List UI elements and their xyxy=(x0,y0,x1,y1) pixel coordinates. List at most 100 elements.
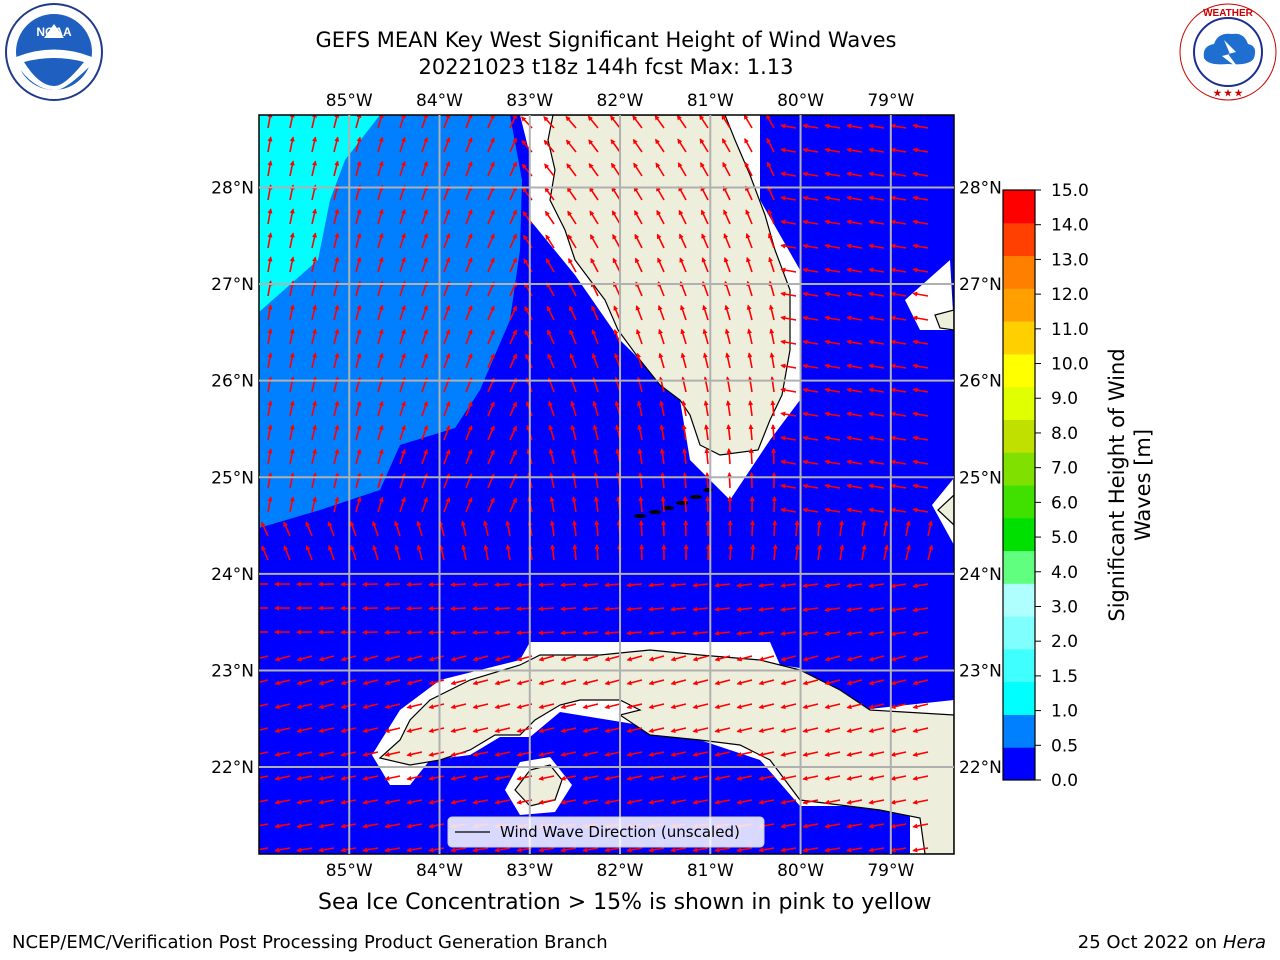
wave-direction-arrow xyxy=(670,679,687,686)
wave-direction-arrow xyxy=(721,138,731,153)
wave-direction-arrow xyxy=(349,520,357,537)
wave-direction-arrow xyxy=(703,400,709,417)
wave-direction-arrow xyxy=(824,219,841,225)
colorbar-tick-label: 5.0 xyxy=(1051,528,1078,548)
wave-direction-arrow xyxy=(912,751,929,757)
wave-direction-arrow xyxy=(588,139,599,153)
wave-direction-arrow xyxy=(571,496,577,513)
wave-direction-arrow xyxy=(567,234,577,249)
wave-direction-arrow xyxy=(780,459,797,465)
wave-direction-arrow xyxy=(637,424,643,441)
wave-direction-arrow xyxy=(660,472,666,489)
wave-direction-arrow xyxy=(802,195,819,201)
wave-direction-arrow xyxy=(289,352,295,369)
wave-direction-arrow xyxy=(725,400,731,417)
wave-direction-arrow xyxy=(824,607,841,613)
wave-direction-arrow xyxy=(912,339,929,345)
colorbar-swatch xyxy=(1003,222,1035,257)
colorbar-tick-label: 0.5 xyxy=(1051,736,1078,756)
wave-direction-arrow xyxy=(406,679,423,686)
wave-direction-arrow xyxy=(311,208,317,225)
colorbar-tick-label: 4.0 xyxy=(1051,563,1078,583)
wave-direction-arrow xyxy=(318,703,335,710)
wave-direction-arrow xyxy=(648,655,665,662)
wave-direction-arrow xyxy=(384,823,401,829)
wave-direction-arrow xyxy=(406,581,423,587)
colorbar-tick-label: 6.0 xyxy=(1051,493,1078,513)
wave-direction-arrow xyxy=(780,387,797,393)
wave-direction-arrow xyxy=(824,411,841,417)
wave-direction-arrow xyxy=(318,799,335,805)
wave-direction-arrow xyxy=(868,123,885,129)
wave-direction-arrow xyxy=(296,679,313,686)
wave-direction-arrow xyxy=(824,243,841,249)
wave-direction-arrow xyxy=(766,137,775,153)
wave-direction-arrow xyxy=(912,631,929,637)
wave-direction-arrow xyxy=(443,209,451,225)
wave-direction-arrow xyxy=(680,328,687,345)
wave-direction-arrow xyxy=(296,751,313,757)
wave-direction-arrow xyxy=(549,496,555,513)
wave-direction-arrow xyxy=(611,186,621,201)
wave-direction-arrow xyxy=(494,799,511,805)
wave-direction-arrow xyxy=(633,162,643,177)
wave-direction-arrow xyxy=(428,799,445,805)
wave-direction-arrow xyxy=(802,387,819,393)
wave-direction-arrow xyxy=(267,160,273,177)
colorbar-tick-label: 10.0 xyxy=(1051,355,1089,375)
wave-direction-arrow xyxy=(318,679,335,686)
colorbar-swatch xyxy=(1003,321,1035,355)
wave-direction-arrow xyxy=(846,679,863,686)
wave-direction-arrow xyxy=(570,424,577,441)
wave-direction-arrow xyxy=(817,544,823,561)
colorbar-swatch xyxy=(1003,190,1035,224)
wave-direction-arrow xyxy=(824,583,841,589)
wave-direction-arrow xyxy=(704,424,709,441)
wave-direction-arrow xyxy=(747,328,753,345)
wave-direction-arrow xyxy=(311,256,317,273)
wave-direction-arrow xyxy=(472,703,489,710)
wave-direction-arrow xyxy=(626,775,643,781)
wave-direction-arrow xyxy=(670,775,687,781)
wave-direction-arrow xyxy=(572,544,578,561)
wave-direction-arrow xyxy=(547,329,555,345)
wave-direction-arrow xyxy=(912,267,929,273)
wind-wave-direction-arrows xyxy=(259,115,934,853)
wave-direction-arrow xyxy=(560,606,577,612)
wave-direction-arrow xyxy=(636,352,643,369)
wave-direction-arrow xyxy=(846,123,863,129)
wave-direction-arrow xyxy=(912,195,929,201)
wave-direction-arrow xyxy=(626,799,643,805)
wave-direction-arrow xyxy=(472,751,489,757)
wave-direction-arrow xyxy=(912,291,929,297)
wave-direction-arrow xyxy=(384,679,401,686)
wave-direction-arrow xyxy=(727,472,732,489)
wave-direction-arrow xyxy=(450,606,467,612)
wave-direction-arrow xyxy=(692,606,709,612)
wave-direction-arrow xyxy=(560,799,577,805)
wave-direction-arrow xyxy=(868,411,885,417)
wave-direction-arrow xyxy=(780,339,797,345)
wave-direction-arrow xyxy=(472,727,489,733)
wave-direction-arrow xyxy=(736,582,753,588)
wave-direction-arrow xyxy=(443,401,451,417)
wave-direction-arrow xyxy=(868,339,885,345)
wave-direction-arrow xyxy=(704,472,710,489)
wave-direction-arrow xyxy=(824,195,841,201)
wave-direction-arrow xyxy=(399,232,406,249)
colorbar-tick-label: 1.0 xyxy=(1051,702,1078,722)
wave-direction-arrow xyxy=(824,291,841,297)
wave-direction-arrow xyxy=(421,352,429,369)
wave-direction-arrow xyxy=(890,799,907,805)
wave-direction-arrow xyxy=(538,775,555,781)
wave-direction-arrow xyxy=(912,219,929,225)
wave-direction-arrow xyxy=(767,209,775,225)
wave-direction-arrow xyxy=(443,257,451,273)
wave-direction-arrow xyxy=(659,424,665,441)
wave-direction-arrow xyxy=(421,424,429,441)
wave-direction-arrow xyxy=(736,655,753,662)
wave-direction-arrow xyxy=(780,483,797,489)
wave-direction-arrow xyxy=(758,606,775,612)
lon-label-top: 81°W xyxy=(687,91,734,111)
